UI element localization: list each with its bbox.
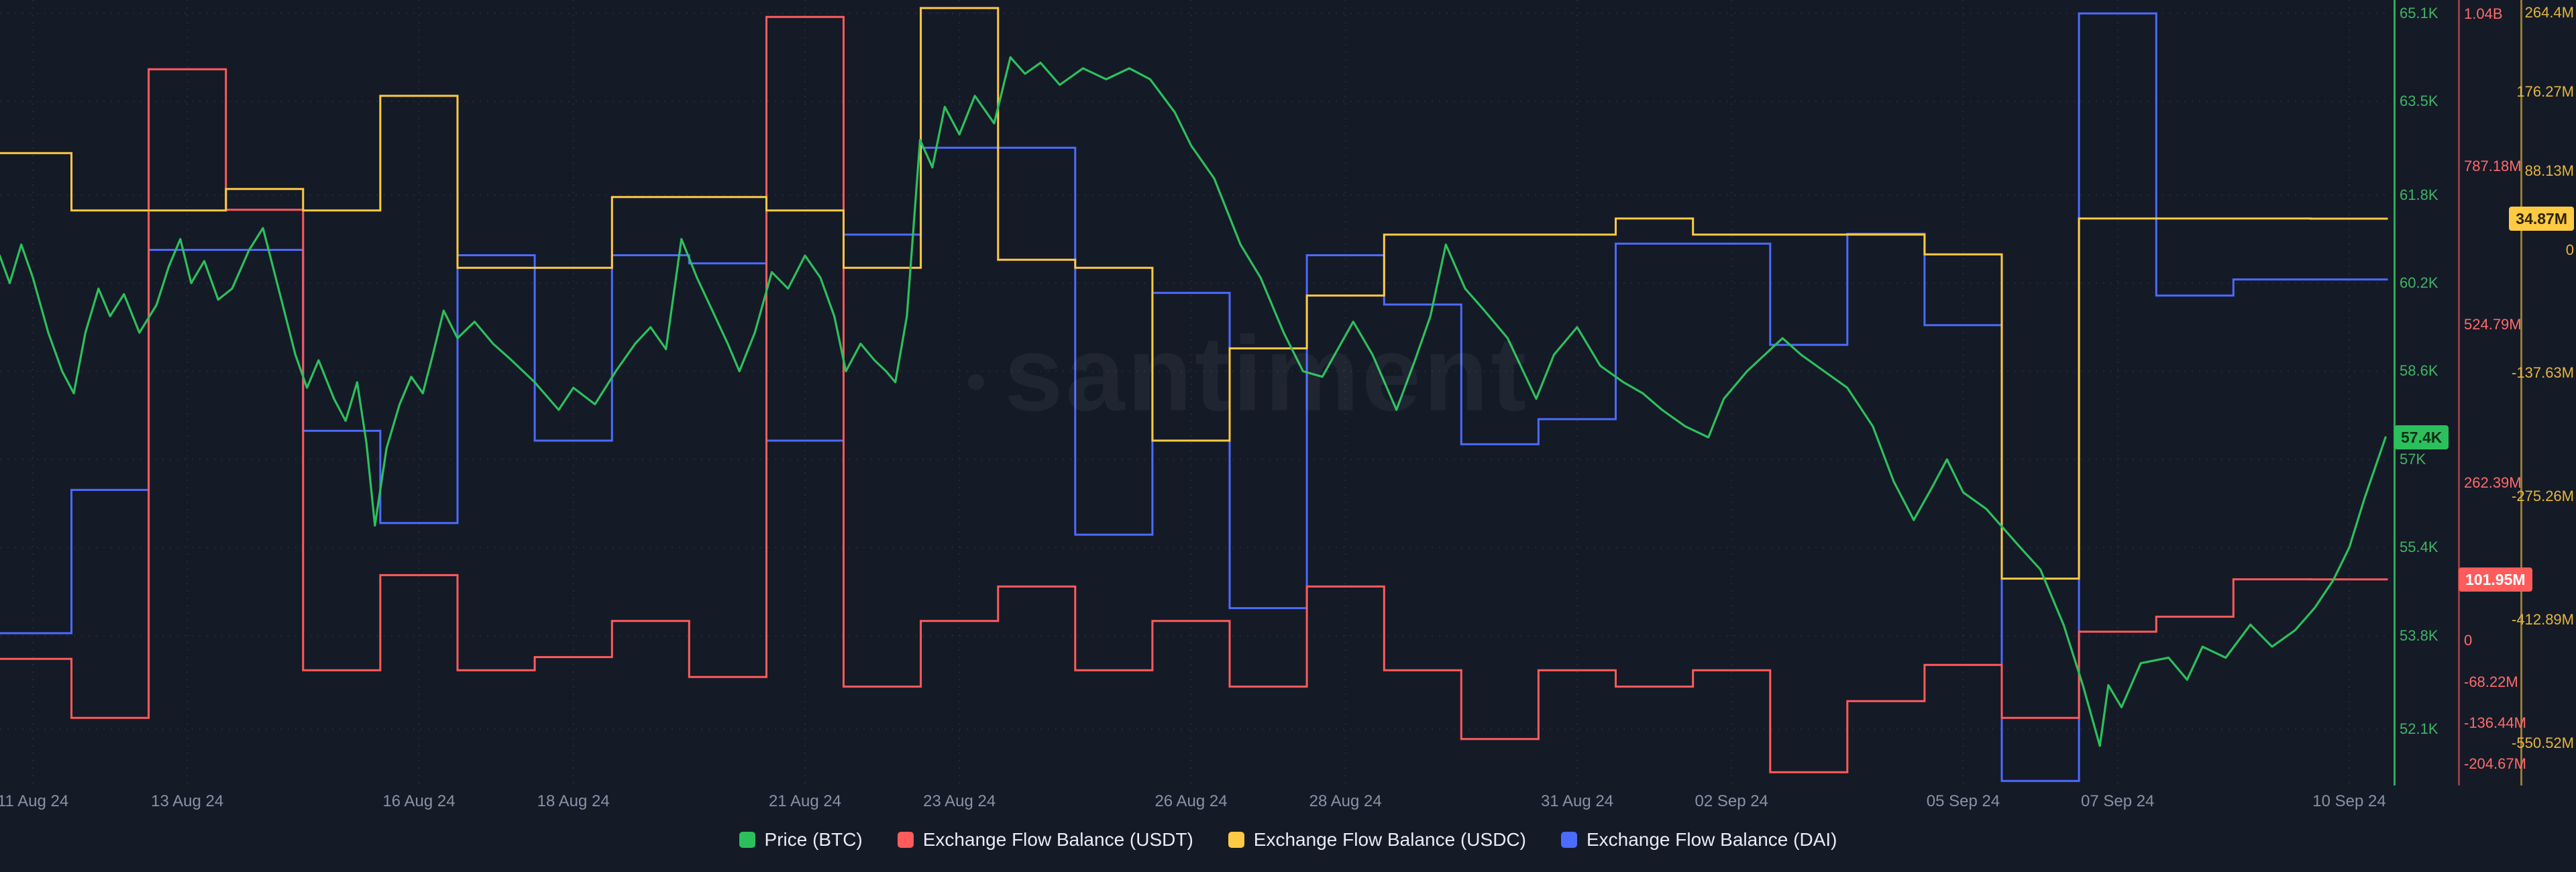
- y-axis-label-usdt: -136.44M: [2464, 714, 2526, 731]
- x-axis[interactable]: 11 Aug 24 13 Aug 24 16 Aug 24 18 Aug 24 21 A…: [0, 787, 2390, 811]
- legend-item-usdc-flow[interactable]: Exchange Flow Balance (USDC): [1228, 829, 1526, 851]
- y-axis-label-price: 58.6K: [2400, 362, 2438, 380]
- legend-label: Exchange Flow Balance (DAI): [1586, 829, 1837, 850]
- y-axis-label-usdt: 1.04B: [2464, 5, 2503, 22]
- x-axis-label: 02 Sep 24: [1695, 792, 1768, 810]
- y-axis-label-price: 60.2K: [2400, 274, 2438, 292]
- x-axis-label: 13 Aug 24: [151, 792, 224, 810]
- series-usdc-flow: [0, 7, 2388, 580]
- legend-label: Exchange Flow Balance (USDT): [922, 829, 1193, 850]
- legend-label: Exchange Flow Balance (USDC): [1253, 829, 1526, 850]
- price-flow-chart[interactable]: [0, 0, 2390, 785]
- usdc-value-badge: 34.87M: [2509, 206, 2574, 231]
- y-axis-label-usdt: 787.18M: [2464, 157, 2522, 174]
- y-axis-label-price: 57K: [2400, 450, 2426, 468]
- y-axis-label-usdc: -412.89M: [2512, 610, 2574, 628]
- series-price-btc: [0, 56, 2387, 747]
- y-axis-label-usdc: -137.63M: [2512, 364, 2574, 382]
- usdt-value-badge: 101.95M: [2459, 567, 2532, 592]
- y-axis-label-price: 63.5K: [2400, 93, 2438, 110]
- price-value-badge: 57.4K: [2394, 425, 2449, 449]
- y-axis-label-usdc: 0: [2565, 241, 2574, 258]
- legend-item-usdt-flow[interactable]: Exchange Flow Balance (USDT): [897, 829, 1193, 851]
- y-axis-label-usdt: 0: [2464, 632, 2473, 649]
- series-usdt-flow: [0, 15, 2388, 773]
- y-axis-label-usdc: -550.52M: [2512, 734, 2574, 751]
- x-axis-label: 11 Aug 24: [0, 792, 69, 810]
- y-axis-label-usdc: -275.26M: [2512, 488, 2574, 505]
- legend-label: Price (BTC): [764, 829, 863, 850]
- y-axis-panel[interactable]: 65.1K 63.5K 61.8K 60.2K 58.6K 57K 55.4K 53.8K 52…: [2390, 0, 2576, 785]
- y-axis-label-usdt: 524.79M: [2464, 315, 2522, 333]
- y-axis-label-usdc: 88.13M: [2524, 162, 2574, 179]
- x-axis-label: 07 Sep 24: [2080, 792, 2155, 810]
- x-axis-label: 18 Aug 24: [537, 792, 610, 810]
- series-dai-flow: [0, 12, 2388, 782]
- x-axis-label: 21 Aug 24: [768, 792, 842, 810]
- y-axis-label-usdt: -204.67M: [2464, 755, 2526, 773]
- x-axis-label: 23 Aug 24: [923, 792, 996, 810]
- x-axis-label: 05 Sep 24: [1926, 792, 2000, 810]
- x-axis-label: 10 Sep 24: [2312, 792, 2386, 810]
- y-axis-label-price: 52.1K: [2400, 720, 2438, 738]
- dai-flow-swatch-icon: [1560, 832, 1577, 848]
- usdt-flow-swatch-icon: [897, 832, 914, 848]
- usdt-axis-line: [2458, 0, 2460, 785]
- usdc-axis-line: [2520, 0, 2522, 785]
- legend-item-price-btc[interactable]: Price (BTC): [739, 829, 863, 851]
- y-axis-label-price: 61.8K: [2400, 186, 2438, 203]
- y-axis-label-usdt: 262.39M: [2464, 474, 2522, 491]
- price-btc-swatch-icon: [739, 832, 755, 848]
- x-axis-label: 16 Aug 24: [382, 792, 455, 810]
- x-axis-label: 26 Aug 24: [1155, 792, 1228, 810]
- y-axis-label-price: 65.1K: [2400, 4, 2438, 21]
- price-axis-line: [2394, 0, 2396, 785]
- y-axis-label-usdc: 176.27M: [2516, 83, 2574, 101]
- x-axis-label: 28 Aug 24: [1309, 792, 1382, 810]
- x-axis-label: 31 Aug 24: [1540, 792, 1614, 810]
- legend-item-dai-flow[interactable]: Exchange Flow Balance (DAI): [1560, 829, 1837, 851]
- y-axis-label-usdc: 264.4M: [2524, 4, 2574, 21]
- usdc-flow-swatch-icon: [1228, 832, 1244, 848]
- y-axis-label-price: 53.8K: [2400, 626, 2438, 644]
- legend: Price (BTC) Exchange Flow Balance (USDT)…: [0, 829, 2576, 851]
- y-axis-label-price: 55.4K: [2400, 539, 2438, 556]
- y-axis-label-usdt: -68.22M: [2464, 673, 2518, 690]
